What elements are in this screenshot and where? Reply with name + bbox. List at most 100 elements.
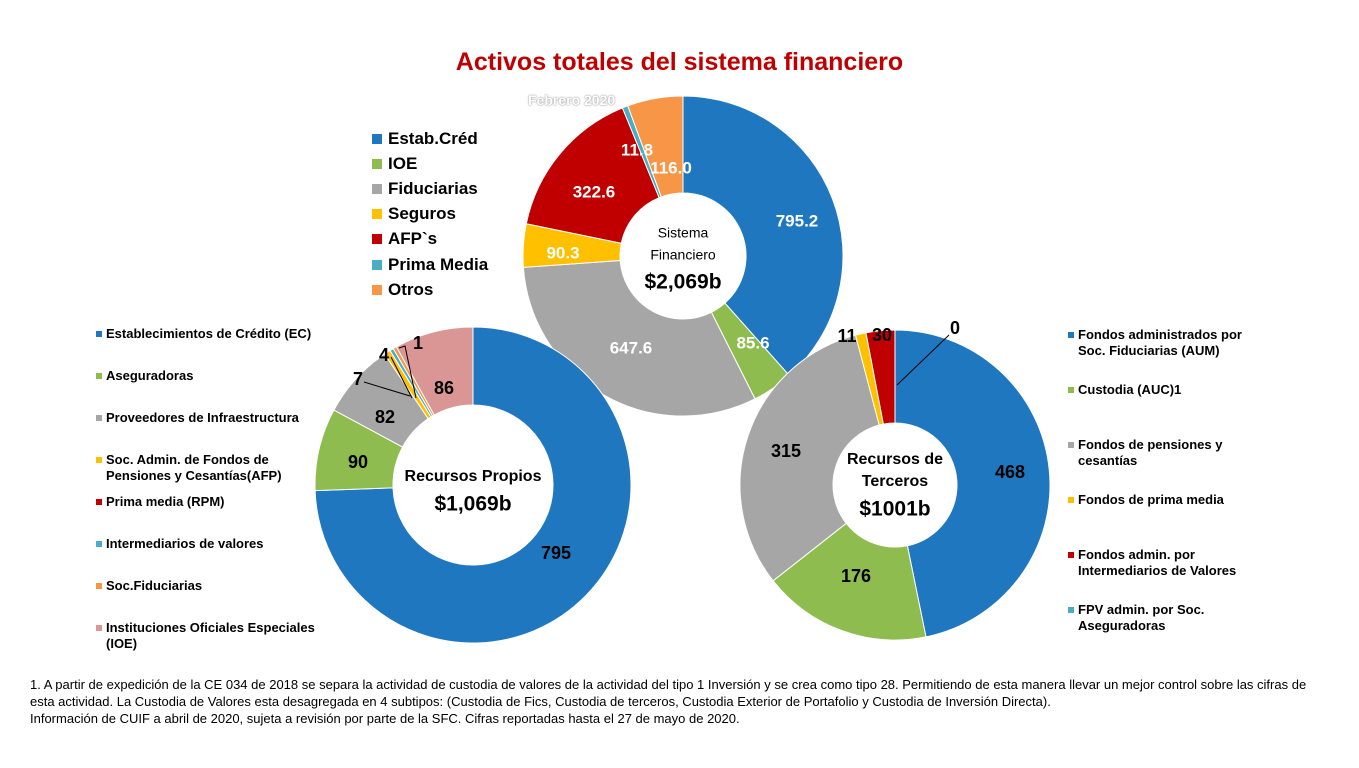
legend-item-seguros: Seguros <box>372 202 488 227</box>
legend-item-pensiones: Fondos de pensiones y cesantías <box>1068 437 1268 468</box>
donut-2-center-label-1: Terceros <box>862 473 929 490</box>
donut-0-total-label: $2,069b <box>644 271 721 294</box>
legend-swatch <box>1068 552 1074 558</box>
legend-label: Fondos de pensiones y cesantías <box>1078 437 1223 468</box>
donut-1-center-label-0: Recursos Propios <box>405 468 542 485</box>
donut-2-slice-0 <box>894 329 1051 638</box>
legend-label: Prima Media <box>388 254 489 274</box>
legend-swatch <box>372 158 382 169</box>
donut-0-data-label-1: 85.6 <box>736 333 769 352</box>
donut-1-slice-0 <box>314 326 632 644</box>
legend-swatch <box>372 133 382 144</box>
donut-0-data-label-0: 795.2 <box>776 211 819 230</box>
donut-0-center-label-1: Financiero <box>650 247 716 263</box>
legend-swatch <box>372 234 382 245</box>
legend-item-prima-media-rpm: Prima media (RPM) <box>96 494 326 510</box>
legend-item-establecimientos: Establecimientos de Crédito (EC) <box>96 326 326 342</box>
donut-2-slice-4 <box>865 329 896 425</box>
donut-1-leader-0 <box>363 381 411 397</box>
chart-subtitle: Febrero 2020 <box>528 92 616 108</box>
legend-label: IOE <box>388 153 418 173</box>
donut-1-leader-2 <box>398 345 417 399</box>
legend-label: Seguros <box>388 204 457 224</box>
legend-label: Custodia (AUC)1 <box>1078 382 1182 397</box>
legend-label: Aseguradoras <box>106 368 194 383</box>
donut-2-data-label-3: 11 <box>837 326 856 346</box>
legend-swatch <box>96 331 102 337</box>
legend-item-afp: Soc. Admin. de Fondos de Pensiones y Ces… <box>96 452 326 483</box>
donut-0-data-label-4: 322.6 <box>573 182 616 201</box>
legend-item-proveedores: Proveedores de Infraestructura <box>96 410 326 426</box>
legend-swatch <box>96 499 102 505</box>
legend-item-aseguradoras: Aseguradoras <box>96 368 326 384</box>
donut-2-data-label-0: 468 <box>995 462 1025 482</box>
legend-item-intermediarios: Intermediarios de valores <box>96 536 326 552</box>
legend-label: Fondos admin. por Intermediarios de Valo… <box>1078 547 1237 578</box>
donut-1-leader-1 <box>390 356 413 399</box>
legend-item-ioe-instituciones: Instituciones Oficiales Especiales (IOE) <box>96 620 326 651</box>
donut-1-data-label-1: 90 <box>348 452 368 472</box>
legend-swatch <box>96 415 102 421</box>
donut-0-center-label-0: Sistema <box>658 225 709 241</box>
legend-label: Fondos de prima media <box>1078 492 1224 507</box>
donut-1-data-label-7: 86 <box>434 378 454 398</box>
legend-item-fpv: FPV admin. por Soc. Aseguradoras <box>1068 602 1268 633</box>
donut-1-data-label-6: 1 <box>413 333 423 353</box>
donut-1-data-label-0: 795 <box>541 543 571 563</box>
donut-2-slice-1 <box>772 522 927 641</box>
donut-0-data-label-2: 647.6 <box>610 338 653 357</box>
donut-2-center-label-0: Recursos de <box>847 451 943 468</box>
legend-swatch <box>372 284 382 295</box>
legend-label: AFP`s <box>388 229 438 249</box>
legend-item-fiduciarias: Fiduciarias <box>372 176 488 201</box>
legend-item-estab-cred: Estab.Créd <box>372 126 488 151</box>
donut-0-slice-4 <box>525 107 660 244</box>
donut-1-data-label-3: 7 <box>353 369 363 389</box>
donut-2-total-label: $1001b <box>859 498 930 521</box>
legend-item-prima-media: Prima Media <box>372 252 488 277</box>
legend-swatch <box>1068 497 1074 503</box>
footnotes: 1. A partir de expedición de la CE 034 d… <box>30 676 1330 727</box>
chart-title: Activos totales del sistema financiero <box>455 48 904 76</box>
donut-0-data-label-6: 116.0 <box>650 158 692 177</box>
legend-swatch <box>96 583 102 589</box>
legend-item-custodia: Custodia (AUC)1 <box>1068 382 1268 398</box>
legend-label: Fiduciarias <box>388 178 478 198</box>
legend-label: Soc.Fiduciarias <box>106 578 203 593</box>
legend-swatch <box>1068 387 1074 393</box>
legend-swatch <box>96 457 102 463</box>
legend-label: Instituciones Oficiales Especiales (IOE) <box>106 620 315 651</box>
legend-item-ioe: IOE <box>372 151 488 176</box>
footnote-2: Información de CUIF a abril de 2020, suj… <box>30 711 740 726</box>
donut-1-data-label-2: 82 <box>375 407 395 427</box>
donut-2-data-label-1: 176 <box>841 566 871 586</box>
legend-label: Estab.Créd <box>388 128 478 148</box>
donut-0-slice-6 <box>627 95 684 198</box>
legend-swatch <box>96 541 102 547</box>
donut-0-slice-0 <box>682 95 844 377</box>
legend-swatch <box>96 625 102 631</box>
legend-item-soc-fiduciarias: Soc.Fiduciarias <box>96 578 326 594</box>
legend-sistema-financiero: Estab.Créd IOE Fiduciarias Seguros AFP`s… <box>372 126 488 302</box>
legend-swatch <box>96 373 102 379</box>
legend-swatch <box>1068 607 1074 613</box>
donut-1-total-label: $1,069b <box>434 493 511 516</box>
legend-label: Establecimientos de Crédito (EC) <box>106 326 312 341</box>
legend-label: Soc. Admin. de Fondos de Pensiones y Ces… <box>106 452 282 483</box>
legend-label: Fondos administrados por Soc. Fiduciaria… <box>1078 327 1242 358</box>
legend-item-prima-media-fondos: Fondos de prima media <box>1068 492 1268 508</box>
legend-swatch <box>1068 332 1074 338</box>
legend-item-aum: Fondos administrados por Soc. Fiduciaria… <box>1068 327 1268 358</box>
legend-item-intermediarios-valores: Fondos admin. por Intermediarios de Valo… <box>1068 547 1268 578</box>
donut-2-leader-0 <box>896 334 950 386</box>
legend-item-afps: AFP`s <box>372 227 488 252</box>
legend-swatch <box>372 183 382 194</box>
footnote-1: 1. A partir de expedición de la CE 034 d… <box>30 677 1307 709</box>
legend-swatch <box>372 209 382 220</box>
donut-2-data-label-2: 315 <box>771 441 801 461</box>
donut-1-data-label-5: 4 <box>379 345 389 365</box>
legend-label: Prima media (RPM) <box>106 494 225 509</box>
donut-1-slice-7 <box>395 326 474 416</box>
legend-label: FPV admin. por Soc. Aseguradoras <box>1078 602 1205 633</box>
